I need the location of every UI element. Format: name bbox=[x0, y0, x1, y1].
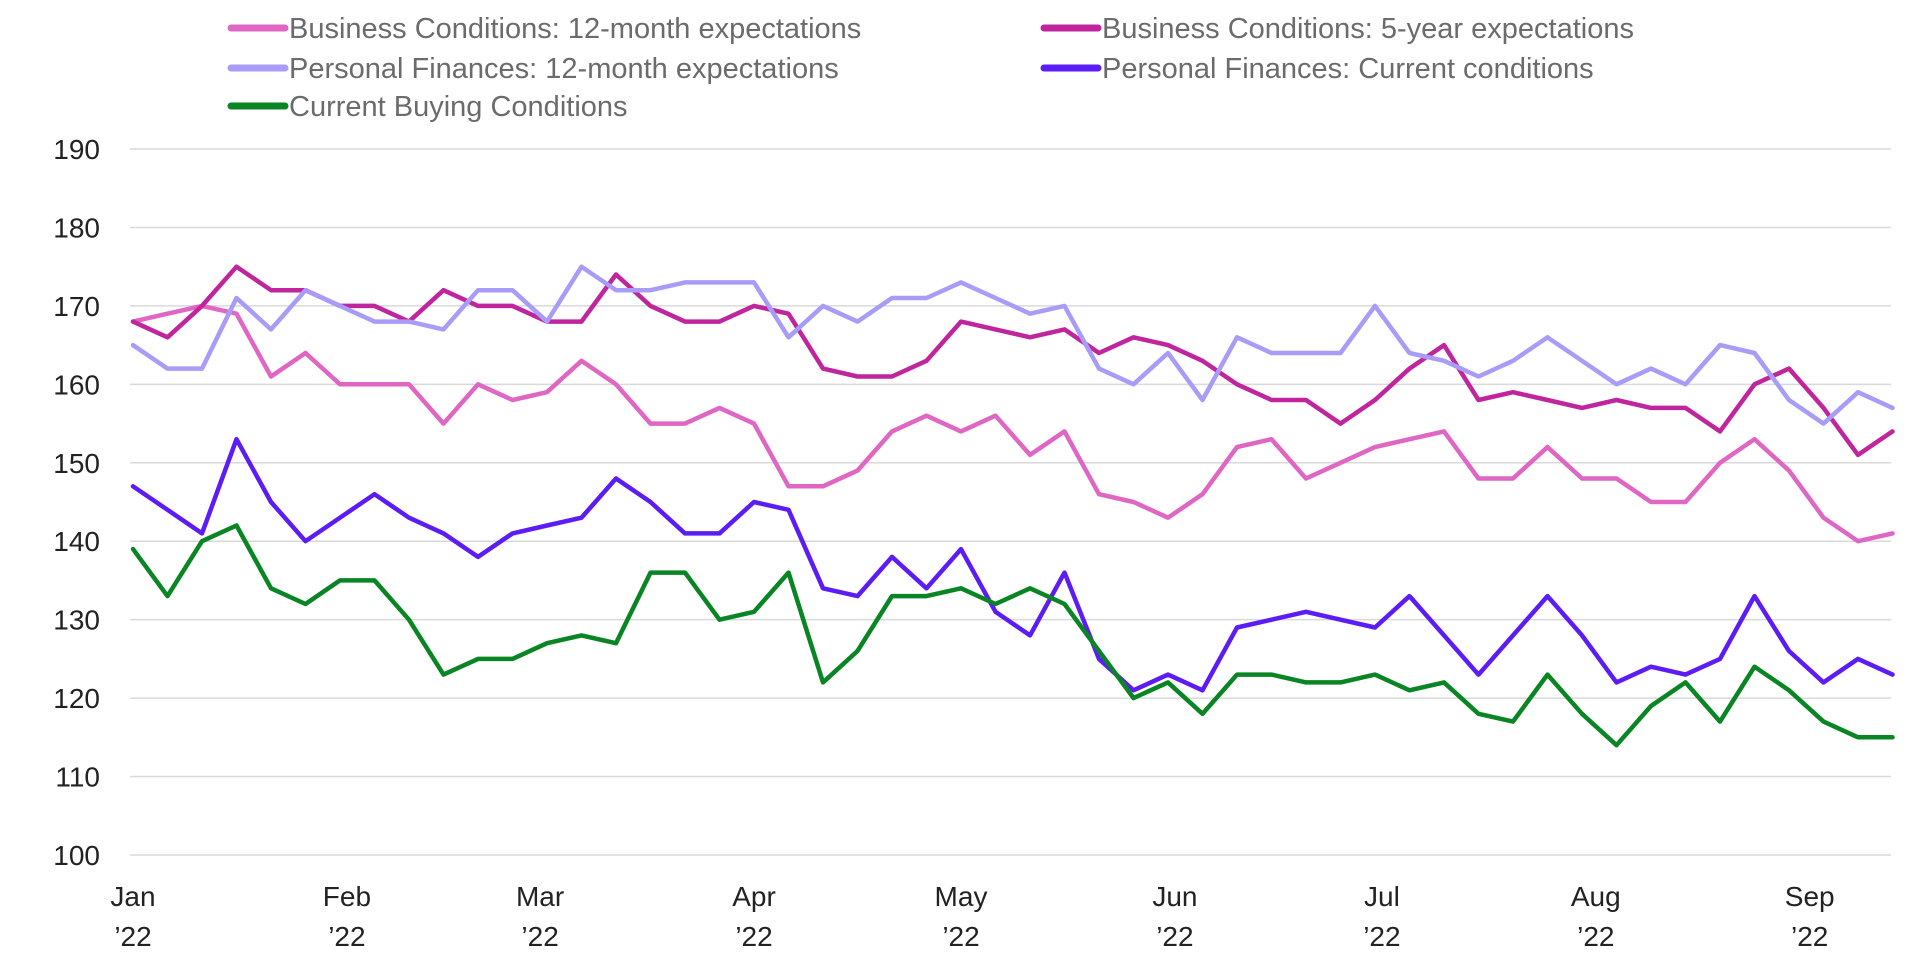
y-tick-label: 120 bbox=[53, 683, 100, 714]
x-tick-year: ’22 bbox=[735, 921, 772, 952]
legend-label-2: Business Conditions: 5-year expectations bbox=[1102, 13, 1634, 45]
series-line-5 bbox=[130, 523, 1895, 748]
series-line-3 bbox=[130, 264, 1895, 426]
x-tick-month: Jun bbox=[1152, 881, 1197, 912]
x-tick-year: ’22 bbox=[114, 921, 151, 952]
x-tick-year: ’22 bbox=[1363, 921, 1400, 952]
x-tick-month: Mar bbox=[516, 881, 564, 912]
y-tick-label: 110 bbox=[55, 762, 100, 793]
legend-label-1: Business Conditions: 12-month expectatio… bbox=[289, 13, 861, 45]
x-tick-year: ’22 bbox=[328, 921, 365, 952]
series-lines bbox=[130, 264, 1895, 748]
series-line-1 bbox=[130, 303, 1895, 544]
x-tick-year: ’22 bbox=[1156, 921, 1193, 952]
x-tick-month: Aug bbox=[1571, 881, 1621, 912]
x-tick-year: ’22 bbox=[1791, 921, 1828, 952]
y-tick-label: 130 bbox=[53, 605, 100, 636]
x-tick-month: Feb bbox=[323, 881, 371, 912]
y-tick-label: 100 bbox=[53, 840, 100, 871]
series-line-2 bbox=[130, 264, 1895, 458]
x-tick-month: Jan bbox=[110, 881, 155, 912]
x-tick-year: ’22 bbox=[521, 921, 558, 952]
y-axis: 100 110 120 130 140 150 160 170 180 190 bbox=[53, 134, 100, 871]
x-axis: Jan ’22 Feb ’22 Mar ’22 Apr ’22 May ’22 Jun ’22 Jul ’… bbox=[110, 881, 1834, 952]
y-tick-label: 170 bbox=[53, 291, 100, 322]
y-tick-label: 180 bbox=[53, 212, 100, 243]
legend-label-3: Personal Finances: 12-month expectations bbox=[289, 53, 839, 85]
x-tick-month: May bbox=[935, 881, 988, 912]
y-tick-label: 150 bbox=[53, 448, 100, 479]
gridlines bbox=[130, 148, 1891, 856]
x-tick-month: Jul bbox=[1364, 881, 1400, 912]
legend-label-5: Current Buying Conditions bbox=[289, 91, 628, 123]
series-line-4 bbox=[130, 436, 1895, 693]
y-tick-label: 160 bbox=[53, 369, 100, 400]
x-tick-year: ’22 bbox=[942, 921, 979, 952]
y-tick-label: 190 bbox=[53, 134, 100, 165]
legend-label-4: Personal Finances: Current conditions bbox=[1102, 53, 1594, 85]
y-tick-label: 140 bbox=[53, 526, 100, 557]
x-tick-month: Apr bbox=[732, 881, 776, 912]
x-tick-month: Sep bbox=[1785, 881, 1835, 912]
x-tick-year: ’22 bbox=[1577, 921, 1614, 952]
legend: Business Conditions: 12-month expectatio… bbox=[227, 13, 1634, 123]
